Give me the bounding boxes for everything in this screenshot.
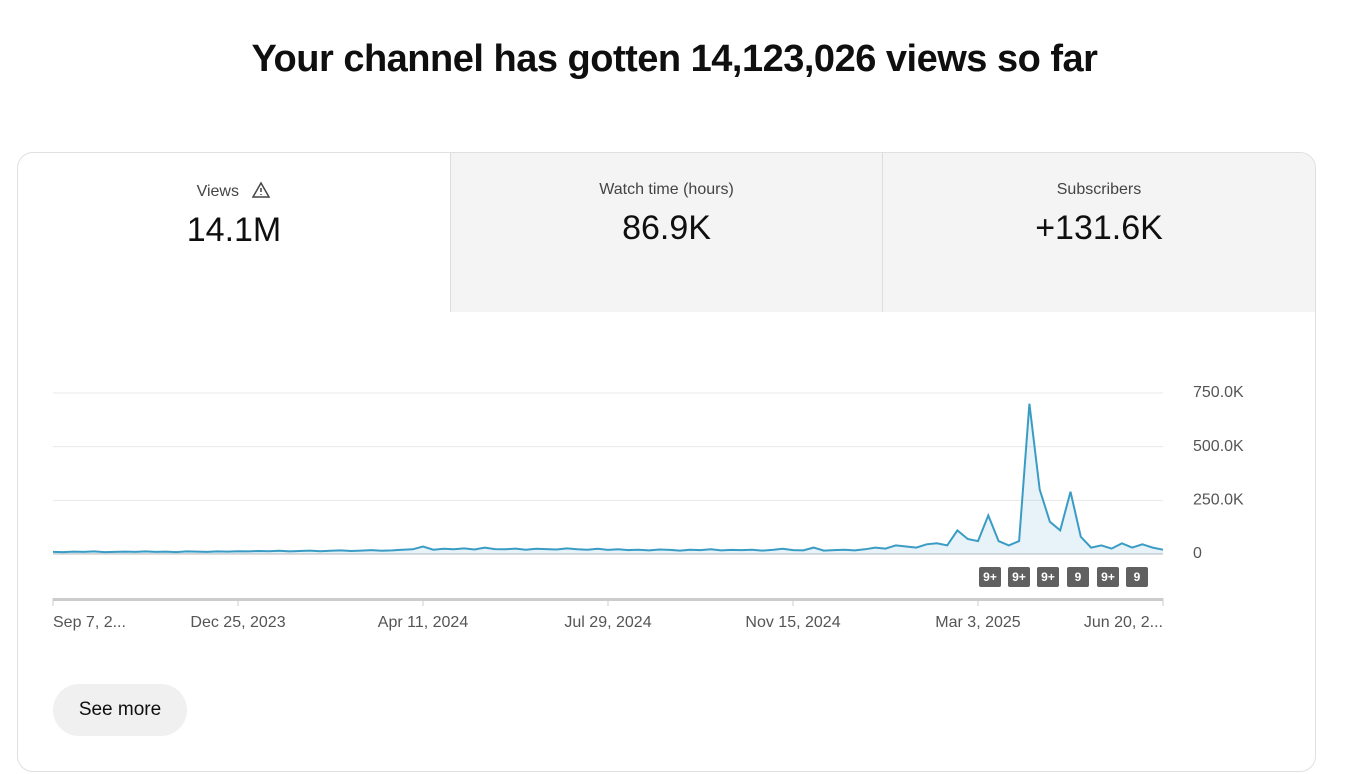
annotation-badge [1067, 567, 1089, 587]
annotation-label: 9+ [1101, 570, 1115, 584]
annotation-badge [1126, 567, 1148, 587]
warning-icon [252, 181, 271, 198]
annotation-badge [1097, 567, 1119, 587]
metric-tab[interactable]: Watch time (hours) 86.9K [450, 153, 882, 312]
x-tick-label: Jul 29, 2024 [564, 614, 651, 631]
metric-tab[interactable]: Subscribers +131.6K [882, 153, 1315, 312]
y-tick-label: 500.0K [1193, 438, 1244, 455]
annotation-label: 9 [1134, 570, 1141, 584]
y-tick-label: 0 [1193, 545, 1202, 562]
y-tick-label: 750.0K [1193, 384, 1244, 401]
annotation-label: 9+ [983, 570, 997, 584]
x-tick-label: Apr 11, 2024 [378, 614, 469, 631]
metric-label: Watch time (hours) [599, 181, 734, 198]
x-tick-label: Jun 20, 2... [1084, 614, 1163, 631]
metric-value: +131.6K [1035, 209, 1163, 247]
annotation-badge [1037, 567, 1059, 587]
metric-value: 14.1M [186, 211, 282, 249]
annotation-label: 9+ [1041, 570, 1055, 584]
annotation-badge [1008, 567, 1030, 587]
metric-value: 86.9K [622, 209, 711, 247]
x-tick-label: Nov 15, 2024 [745, 614, 840, 631]
metric-label-row: Views [18, 181, 450, 201]
line [52, 403, 1164, 554]
page-title: Your channel has gotten 14,123,026 views… [251, 38, 1098, 80]
x-tick-label: Dec 25, 2023 [190, 614, 285, 631]
annotation-badge [979, 567, 1001, 587]
metric-tab[interactable]: Views 14.1M [18, 153, 450, 312]
metric-label: Views [196, 183, 239, 200]
x-tick-label: Mar 3, 2025 [935, 614, 1020, 631]
see-more-button[interactable]: See more [53, 684, 187, 736]
metric-label: Subscribers [1056, 181, 1142, 198]
analytics-card: Views 14.1M Watch time (hours) 86.9K Sub… [17, 152, 1316, 772]
annotation-label: 9+ [1012, 570, 1026, 584]
annotation-label: 9 [1075, 570, 1082, 584]
y-tick-label: 250.0K [1193, 492, 1244, 509]
area [53, 403, 1163, 554]
x-tick-label: Sep 7, 2... [53, 614, 126, 631]
